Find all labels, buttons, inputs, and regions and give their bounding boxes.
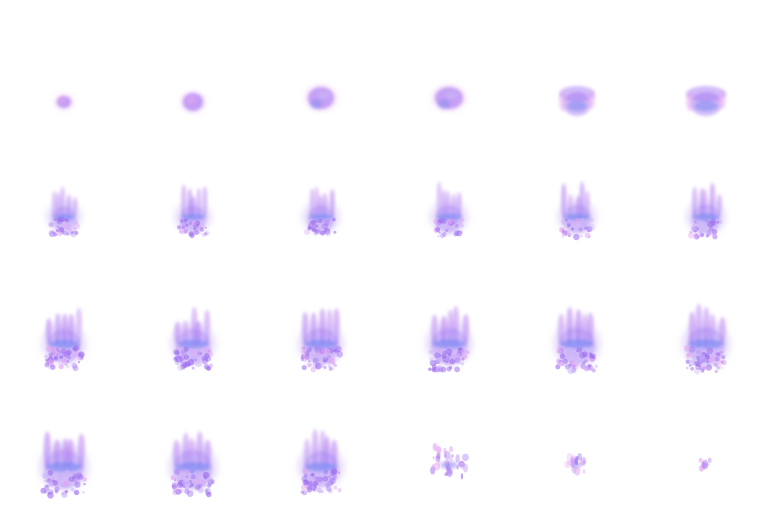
sequence-frame-21 xyxy=(297,428,345,496)
sequence-frame-17 xyxy=(552,306,602,375)
sequence-frame-12 xyxy=(685,182,727,240)
sequence-frame-2 xyxy=(181,92,205,112)
sequence-frame-20 xyxy=(167,431,219,498)
sequence-frame-16 xyxy=(424,305,474,373)
sequence-frame-24 xyxy=(698,457,712,472)
sequence-frame-7 xyxy=(45,186,83,238)
sequence-frame-6 xyxy=(686,86,726,116)
sequence-frame-3 xyxy=(305,85,337,111)
sequence-frame-18 xyxy=(680,303,732,375)
sequence-frame-8 xyxy=(173,184,213,239)
sequence-frame-15 xyxy=(297,308,345,373)
sequence-frame-23 xyxy=(564,452,587,476)
sequence-frame-9 xyxy=(301,186,341,237)
sequence-frame-1 xyxy=(55,95,73,109)
sequence-frame-11 xyxy=(556,181,598,241)
sequence-frame-19 xyxy=(38,431,90,499)
sequence-frame-10 xyxy=(428,181,470,239)
sequence-frame-22 xyxy=(430,443,469,480)
sequence-frame-13 xyxy=(40,307,88,372)
sequence-frame-14 xyxy=(169,306,217,371)
sequence-frame-4 xyxy=(432,85,466,111)
sequence-frame-5 xyxy=(559,86,595,116)
